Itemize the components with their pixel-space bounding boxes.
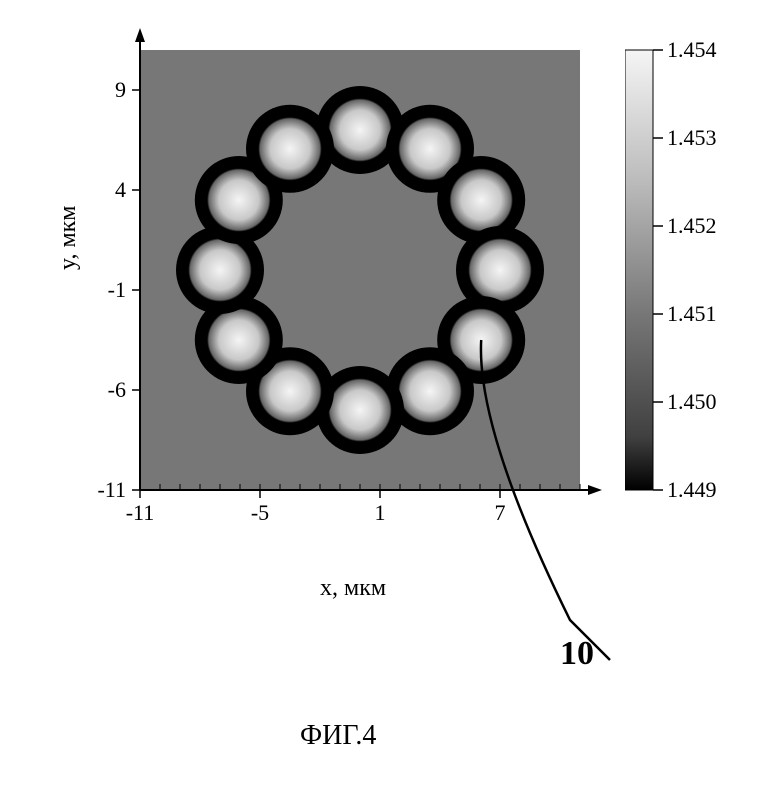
svg-text:1.452: 1.452 — [667, 213, 717, 238]
svg-text:1.450: 1.450 — [667, 389, 717, 414]
svg-text:9: 9 — [115, 77, 126, 102]
plot-area — [140, 50, 580, 490]
svg-text:1.454: 1.454 — [667, 37, 717, 62]
svg-text:-5: -5 — [251, 500, 269, 525]
svg-text:1.449: 1.449 — [667, 477, 717, 502]
plot-svg — [140, 50, 580, 490]
colorbar-ticks: 1.449 1.450 1.451 1.452 1.453 1.454 — [653, 37, 717, 502]
svg-text:4: 4 — [115, 177, 126, 202]
y-axis-label: y, мкм — [55, 206, 82, 270]
svg-text:1.451: 1.451 — [667, 301, 717, 326]
figure-caption: ФИГ.4 — [300, 720, 376, 752]
x-ticks: -11 -5 1 7 — [126, 490, 506, 525]
svg-text:-1: -1 — [108, 277, 126, 302]
svg-text:1: 1 — [375, 500, 386, 525]
core-11 — [246, 105, 334, 193]
colorbar: 1.4491.4501.4511.4521.4531.454 — [625, 50, 653, 490]
callout-label: 10 — [560, 635, 594, 673]
svg-text:-11: -11 — [97, 477, 126, 502]
figure-container: -11 -5 1 7 -11 -6 -1 4 9 y, мкм x, мкм 1.449 1.4… — [40, 20, 740, 720]
svg-text:-11: -11 — [126, 500, 155, 525]
svg-text:-6: -6 — [108, 377, 126, 402]
svg-text:1.453: 1.453 — [667, 125, 717, 150]
x-axis-label: x, мкм — [320, 575, 386, 602]
svg-text:7: 7 — [495, 500, 506, 525]
y-ticks: -11 -6 -1 4 9 — [97, 77, 140, 502]
